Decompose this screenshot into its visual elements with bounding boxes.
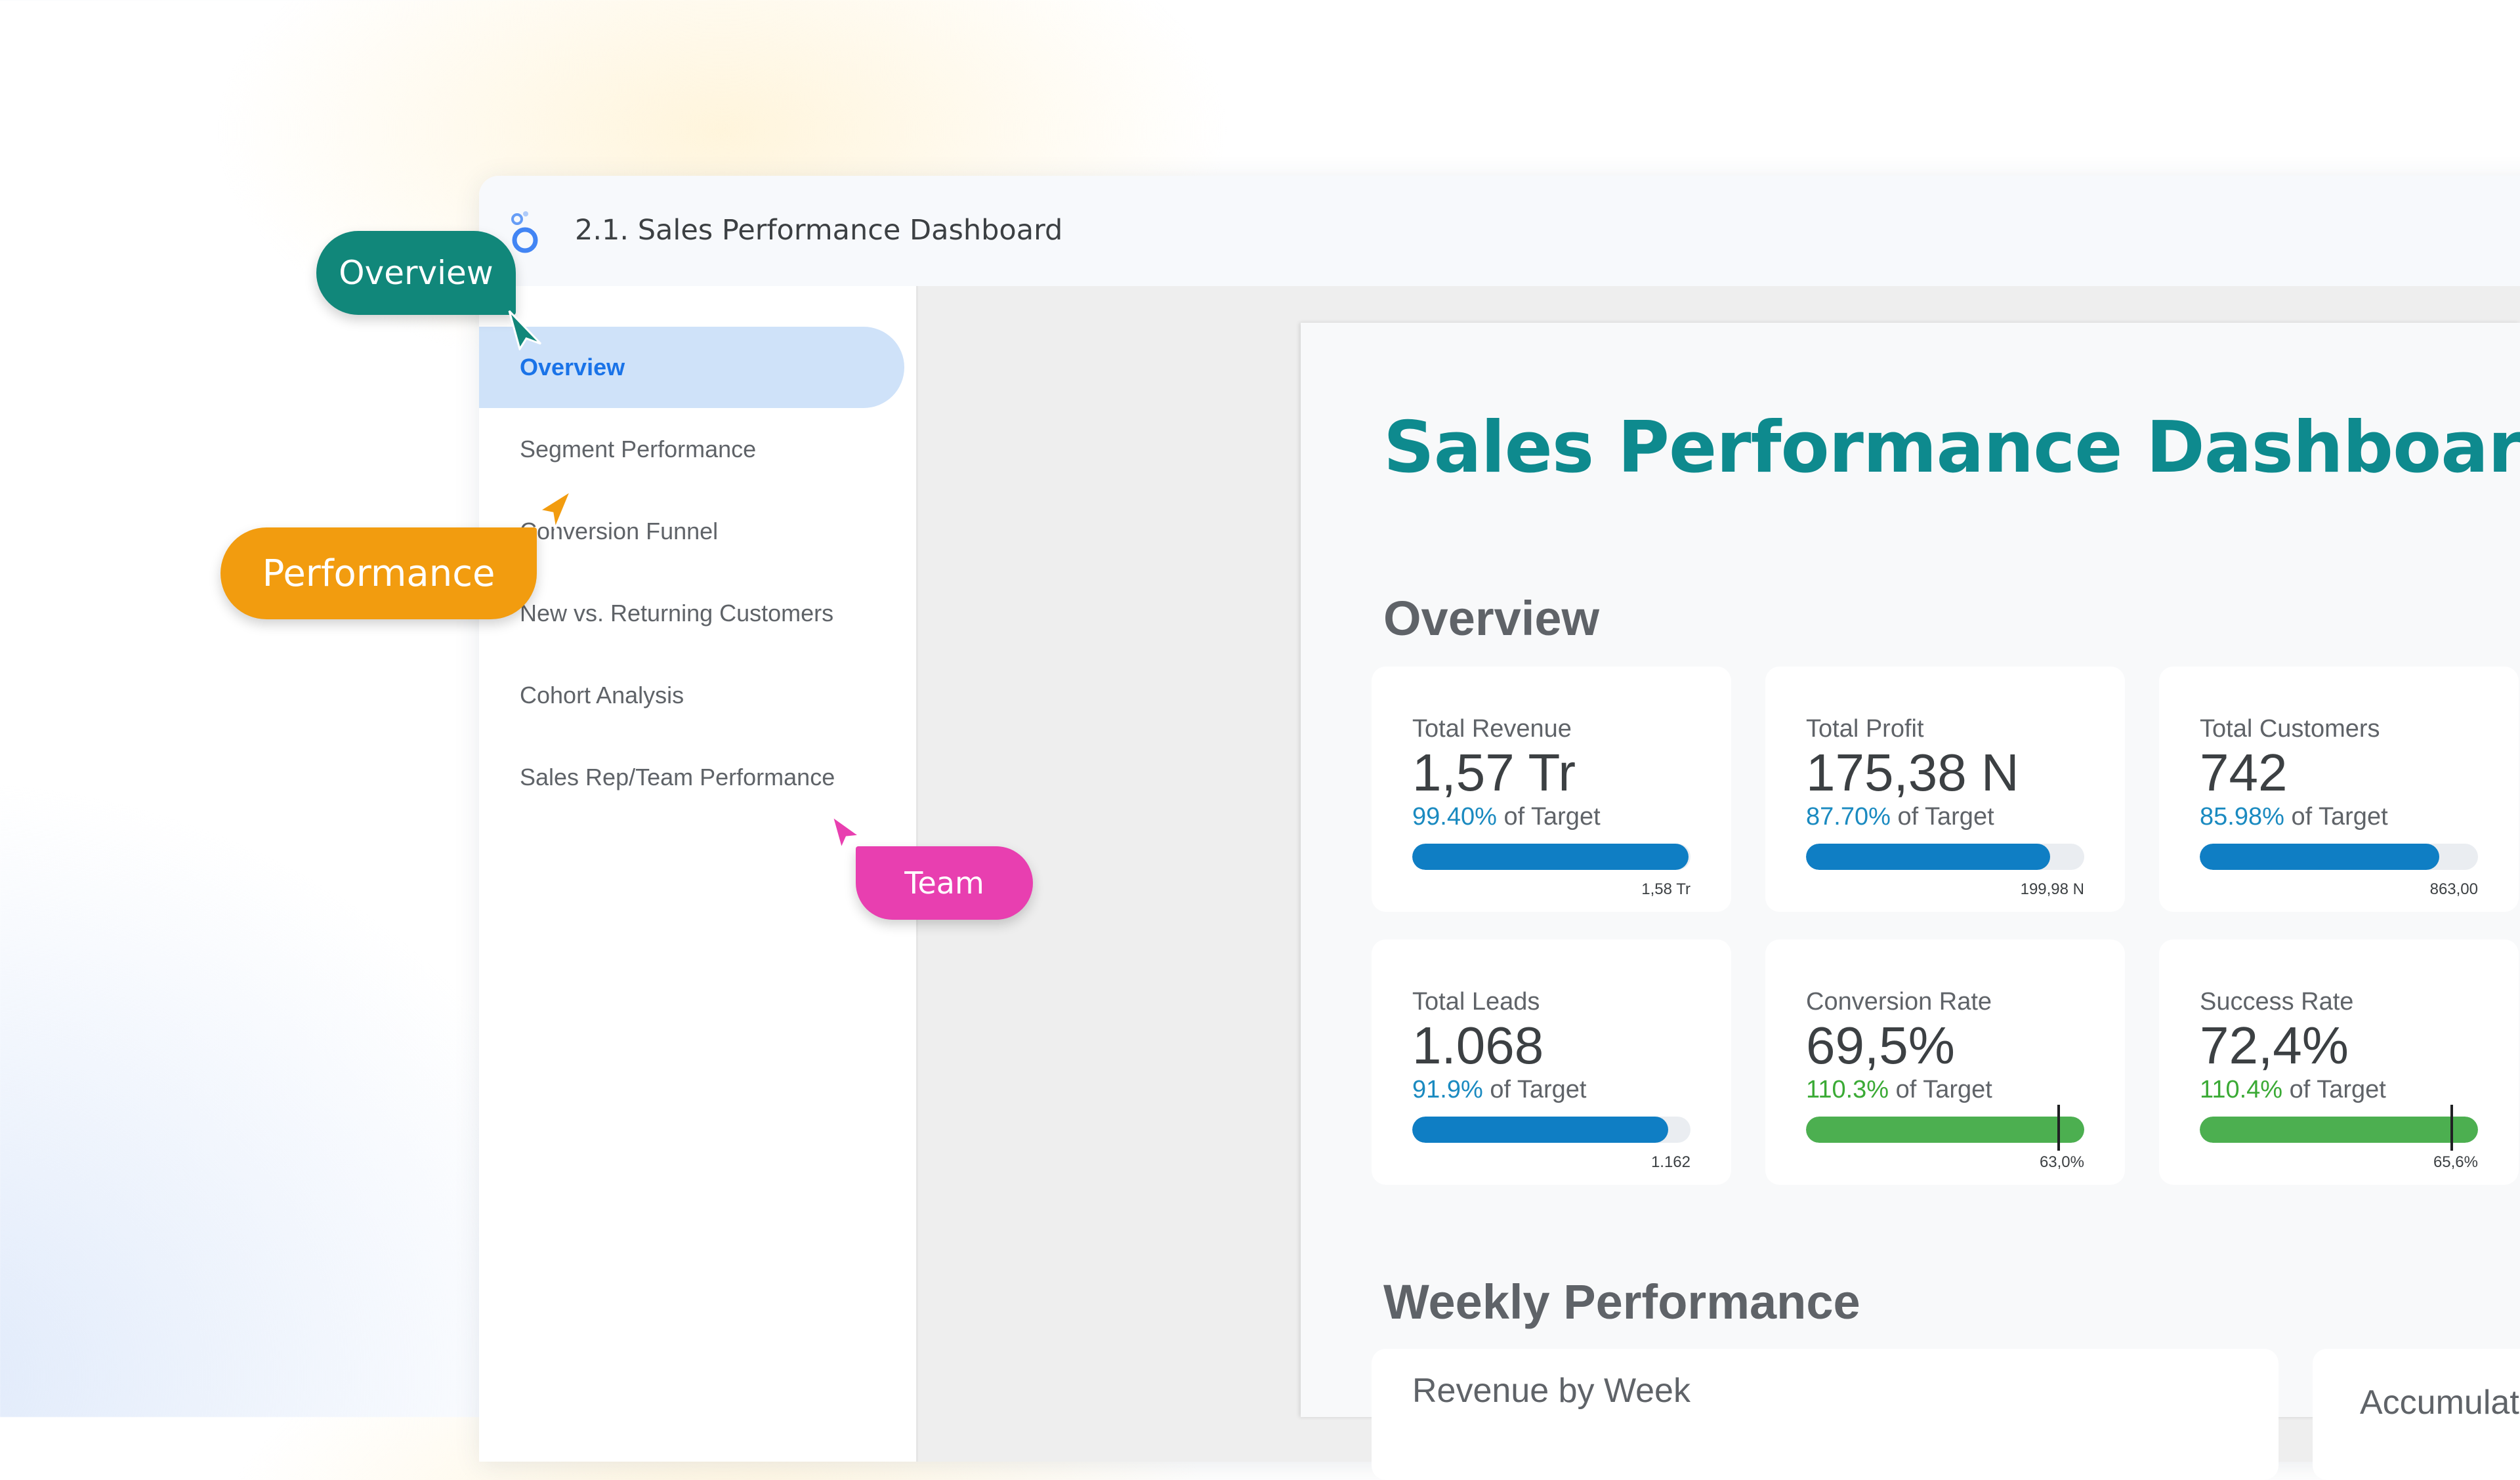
kpi-progress-bar — [1412, 844, 1690, 870]
kpi-label: Conversion Rate — [1806, 988, 1992, 1016]
nav-item-cohort-analysis[interactable]: Cohort Analysis — [520, 682, 684, 709]
overview-heading: Overview — [1383, 591, 1600, 646]
kpi-progress-bar — [2200, 844, 2478, 870]
kpi-value: 72,4% — [2200, 1016, 2349, 1075]
kpi-progress-fill — [1412, 1117, 1668, 1143]
kpi-progress-bar — [1412, 1117, 1690, 1143]
kpi-percent: 85.98% — [2200, 803, 2284, 831]
kpi-progress-bar — [2200, 1117, 2478, 1143]
kpi-percent: 110.3% — [1806, 1076, 1889, 1103]
kpi-progress-fill — [2200, 844, 2439, 870]
kpi-target-line: 91.9% of Target — [1412, 1076, 1587, 1104]
callout-label: Team — [904, 865, 984, 901]
kpi-target-value: 63,0% — [2039, 1153, 2084, 1171]
kpi-progress-fill — [1806, 844, 2050, 870]
nav-item-overview[interactable]: Overview — [479, 327, 904, 408]
kpi-target-line: 85.98% of Target — [2200, 803, 2388, 831]
kpi-card-conversion-rate[interactable]: Conversion Rate 69,5% 110.3% of Target 6… — [1765, 939, 2125, 1185]
kpi-value: 742 — [2200, 743, 2288, 802]
kpi-card-total-revenue[interactable]: Total Revenue 1,57 Tr 99.40% of Target 1… — [1372, 667, 1731, 912]
nav-item-sales-rep-team-performance[interactable]: Sales Rep/Team Performance — [520, 764, 835, 791]
page-navigation: Overview Segment Performance Conversion … — [479, 286, 918, 1462]
kpi-percent-suffix: of Target — [1503, 803, 1601, 831]
cursor-pink-icon — [830, 813, 863, 852]
accumulated-chart[interactable]: Accumulat — [2313, 1349, 2520, 1480]
kpi-target-line: 110.4% of Target — [2200, 1076, 2386, 1104]
kpi-target-marker — [2057, 1105, 2060, 1151]
kpi-percent-suffix: of Target — [1490, 1076, 1587, 1103]
chart-title: Revenue by Week — [1412, 1372, 1690, 1410]
kpi-percent: 99.40% — [1412, 803, 1497, 831]
kpi-percent: 87.70% — [1806, 803, 1891, 831]
kpi-card-total-customers[interactable]: Total Customers 742 85.98% of Target 863… — [2159, 667, 2519, 912]
kpi-label: Total Leads — [1412, 988, 1540, 1016]
kpi-target-value: 1.162 — [1650, 1153, 1690, 1171]
report-name[interactable]: 2.1. Sales Performance Dashboard — [575, 214, 1063, 247]
kpi-value: 1,57 Tr — [1412, 743, 1576, 802]
callout-label: Performance — [262, 552, 495, 595]
kpi-value: 175,38 N — [1806, 743, 2019, 802]
looker-studio-icon[interactable] — [508, 210, 545, 257]
kpi-percent-suffix: of Target — [1895, 1076, 1992, 1103]
callout-label: Overview — [339, 254, 494, 292]
kpi-label: Total Profit — [1806, 715, 1924, 743]
chart-title: Accumulat — [2360, 1384, 2519, 1422]
report-title: Sales Performance Dashboard — [1383, 407, 2520, 489]
kpi-card-total-leads[interactable]: Total Leads 1.068 91.9% of Target 1.162 — [1372, 939, 1731, 1185]
kpi-percent-suffix: of Target — [1897, 803, 1994, 831]
kpi-target-value: 863,00 — [2429, 880, 2478, 898]
kpi-target-value: 199,98 N — [2020, 880, 2084, 898]
kpi-progress-fill — [2200, 1117, 2478, 1143]
kpi-percent-suffix: of Target — [2291, 803, 2388, 831]
nav-item-segment-performance[interactable]: Segment Performance — [520, 436, 757, 462]
kpi-target-value: 65,6% — [2433, 1153, 2478, 1171]
kpi-progress-bar — [1806, 1117, 2084, 1143]
nav-item-new-vs-returning-customers[interactable]: New vs. Returning Customers — [520, 600, 834, 627]
kpi-percent: 110.4% — [2200, 1076, 2283, 1103]
kpi-card-success-rate[interactable]: Success Rate 72,4% 110.4% of Target 65,6… — [2159, 939, 2519, 1185]
callout-performance: Performance — [220, 527, 537, 619]
kpi-percent-suffix: of Target — [2289, 1076, 2386, 1103]
revenue-by-week-chart[interactable]: Revenue by Week — [1372, 1349, 2278, 1480]
kpi-label: Total Revenue — [1412, 715, 1572, 743]
kpi-label: Total Customers — [2200, 715, 2380, 743]
kpi-progress-bar — [1806, 844, 2084, 870]
kpi-target-line: 99.40% of Target — [1412, 803, 1601, 831]
title-bar: 2.1. Sales Performance Dashboard — [479, 176, 2520, 286]
kpi-target-marker — [2450, 1105, 2454, 1151]
kpi-progress-fill — [1412, 844, 1689, 870]
kpi-target-value: 1,58 Tr — [1641, 880, 1690, 898]
kpi-label: Success Rate — [2200, 988, 2354, 1016]
kpi-progress-fill — [1806, 1117, 2084, 1143]
kpi-card-total-profit[interactable]: Total Profit 175,38 N 87.70% of Target 1… — [1765, 667, 2125, 912]
nav-item-conversion-funnel[interactable]: Conversion Funnel — [520, 518, 719, 545]
callout-team: Team — [856, 846, 1033, 920]
kpi-value: 1.068 — [1412, 1016, 1544, 1075]
kpi-target-line: 110.3% of Target — [1806, 1076, 1992, 1104]
cursor-orange-icon — [537, 488, 574, 531]
cursor-teal-icon — [508, 310, 542, 350]
kpi-percent: 91.9% — [1412, 1076, 1483, 1103]
kpi-value: 69,5% — [1806, 1016, 1955, 1075]
callout-overview: Overview — [316, 231, 516, 315]
weekly-performance-heading: Weekly Performance — [1383, 1275, 1860, 1329]
kpi-target-line: 87.70% of Target — [1806, 803, 1994, 831]
